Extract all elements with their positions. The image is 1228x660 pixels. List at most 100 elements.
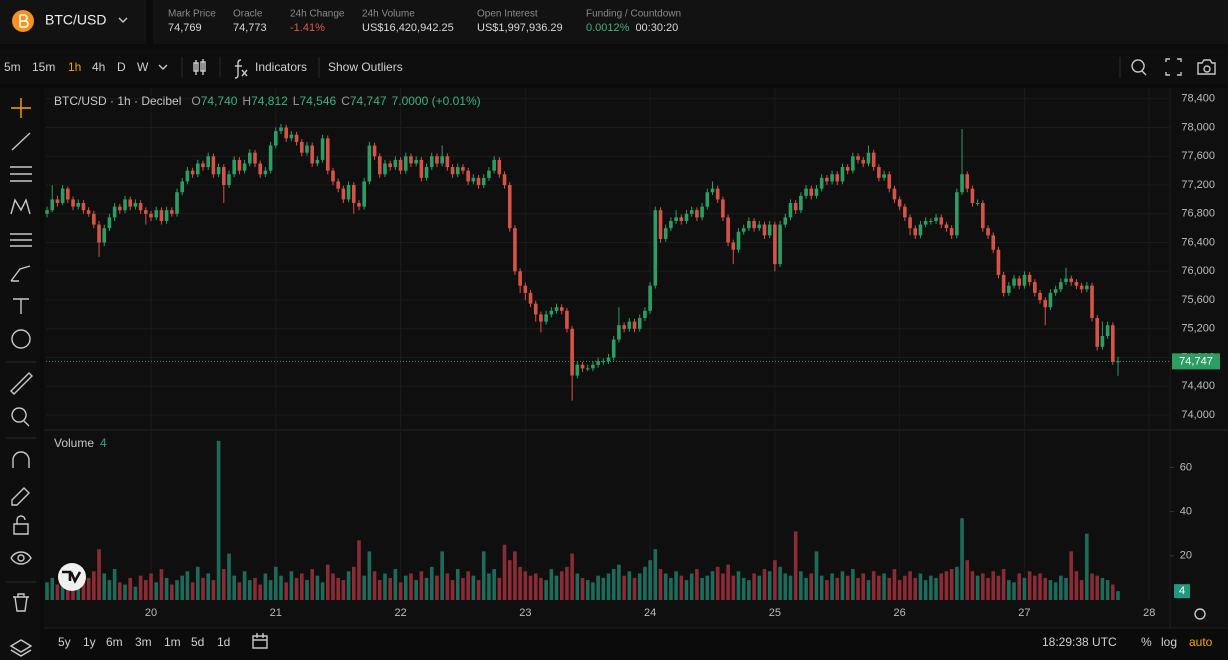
candle-body [190,170,195,175]
indicators-button[interactable]: Indicators [255,60,307,74]
emoji-tool[interactable] [11,329,31,349]
candle-body [637,318,642,329]
volume-bar [175,580,179,600]
candle-body [617,325,621,340]
visibility-tool[interactable] [10,551,32,565]
volume-bar [861,573,866,600]
settings-icon[interactable] [1194,608,1206,620]
candle-body [559,307,564,311]
volume-bar [50,577,55,600]
range-button[interactable]: 3m [135,635,152,649]
ruler-tool[interactable] [10,372,33,395]
volume-last-label: 4 [1179,585,1185,597]
chevron[interactable] [118,17,128,23]
text-tool[interactable] [13,298,29,314]
edit-tool[interactable] [11,487,30,506]
range-button[interactable]: 1d [217,635,230,649]
interval-button[interactable]: W [137,60,149,74]
delete-tool[interactable] [13,593,29,612]
volume-bar [481,551,486,600]
line-tool[interactable] [11,132,31,151]
candle-body [435,156,439,164]
candle-body [700,206,704,218]
volume-bar [429,566,434,600]
volume-bar [736,571,741,600]
candle-body [185,170,190,182]
volume-bar [767,571,772,600]
range-button[interactable]: 5d [191,635,204,649]
lock-tool[interactable] [13,515,29,535]
projection-tool[interactable] [10,233,32,247]
fullscreen-icon[interactable] [1165,58,1182,76]
magnet-tool[interactable] [12,451,30,468]
fib-tool[interactable] [10,166,32,182]
symbol[interactable]: BTC/USD [45,12,106,28]
candle-body [144,210,148,214]
candle-body [892,188,897,200]
volume-bar [45,582,49,600]
candle-body [242,163,247,171]
interval-button[interactable]: 1h [68,60,81,74]
candle-body [695,210,699,218]
interval-button[interactable]: 5m [4,60,21,74]
candle-body [913,228,918,236]
range-button[interactable]: 1m [164,635,181,649]
interval-button[interactable]: 15m [32,60,55,74]
scale-option[interactable]: log [1161,635,1177,649]
zoom-tool[interactable] [11,407,30,427]
chevron[interactable] [158,64,168,70]
candle-body [81,203,86,211]
volume-bar [419,571,424,600]
candle-body [788,203,793,218]
crosshair-tool[interactable] [11,98,31,118]
volume-bar [320,582,325,600]
outliers-button[interactable]: Show Outliers [328,60,403,74]
volume-bar [403,575,408,600]
volume-bar [819,575,824,600]
candle-body [71,199,75,207]
y-tick-label: 76,000 [1181,265,1215,277]
volume-bar [913,577,918,600]
volume-bar [331,573,335,600]
volume-bar [871,571,876,600]
volume-bar [695,569,699,600]
brush-tool[interactable] [10,265,31,282]
volume-bar [118,582,122,600]
volume-bar [1105,580,1110,600]
camera-icon[interactable] [1197,59,1216,75]
candle-body [866,152,871,164]
legend-value: 74,546 [299,94,336,108]
scale-option[interactable]: % [1141,635,1152,649]
pattern-tool[interactable] [10,198,31,215]
range-button[interactable]: 6m [106,635,123,649]
interval-button[interactable]: 4h [92,60,105,74]
candle-body [533,303,538,315]
volume-bar [123,584,127,600]
candle-body [674,217,678,221]
x-tick-label: 27 [1018,607,1030,619]
range-button[interactable]: 5y [58,635,71,649]
scale-option[interactable]: auto [1189,635,1213,649]
candle-body [424,167,429,178]
search-icon[interactable] [1131,59,1147,76]
candle-body [705,192,710,207]
volume-tick-label: 40 [1180,505,1192,517]
volume-bar [237,582,242,600]
volume-bar [336,577,340,600]
candle-type-icon[interactable] [193,59,206,75]
interval-button[interactable]: D [117,60,126,74]
candle-body [799,195,803,211]
volume-bar [669,577,673,600]
legend-value: 74,747 [350,94,387,108]
volume-bar [294,577,299,600]
layers-tool[interactable] [9,639,33,657]
legend-change: 7.0000 (+0.01%) [392,94,481,108]
range-button[interactable]: 1y [83,635,96,649]
last-price-label: 74,747 [1179,355,1213,367]
calendar-icon[interactable] [252,633,268,649]
fx-icon[interactable] [234,59,248,79]
volume-bar [793,531,798,600]
y-tick-label: 74,000 [1181,409,1215,421]
volume-bar [435,575,439,600]
stat-label: 24h Volume [362,9,415,20]
